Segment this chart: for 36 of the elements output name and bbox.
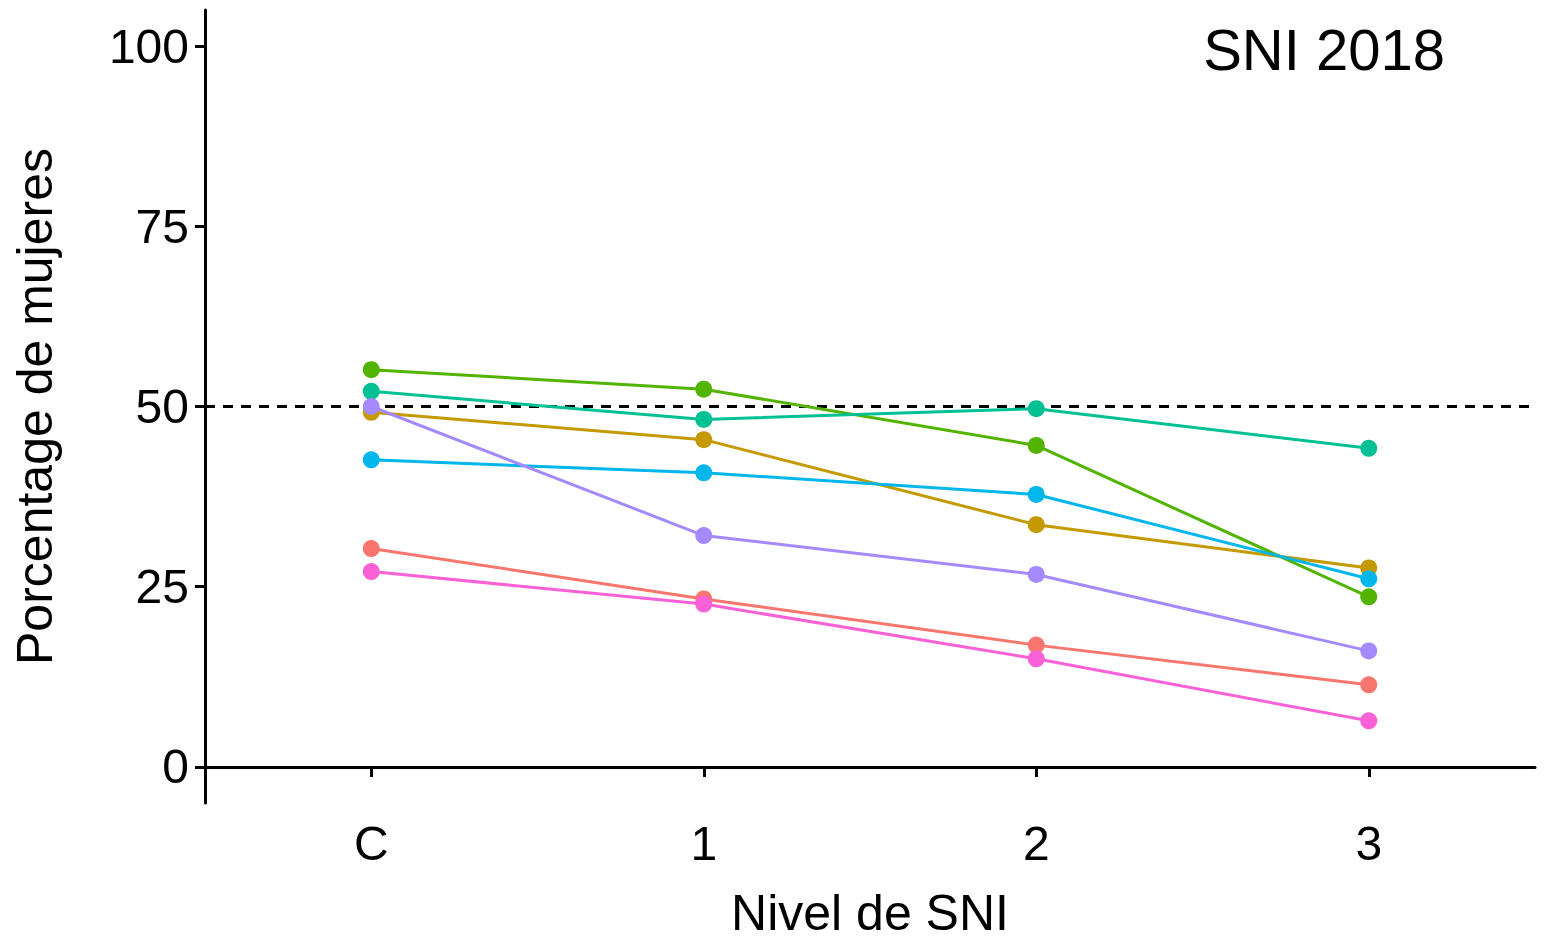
point [695, 464, 713, 482]
point [362, 382, 380, 400]
point [1027, 516, 1045, 534]
point [695, 380, 713, 398]
point [362, 451, 380, 469]
point [695, 527, 713, 545]
point [1360, 642, 1378, 660]
point [362, 540, 380, 558]
y-axis-title: Porcentage de mujeres [7, 148, 63, 665]
point [1360, 676, 1378, 694]
point [1360, 712, 1378, 730]
point [695, 410, 713, 428]
y-tick-label: 75 [135, 199, 189, 253]
y-tick-label: 100 [108, 19, 189, 73]
point [1027, 436, 1045, 454]
point [1027, 485, 1045, 503]
point [695, 431, 713, 449]
point [362, 563, 380, 581]
x-tick-label: 1 [690, 816, 718, 870]
x-tick-label: 2 [1022, 816, 1050, 870]
point [1027, 565, 1045, 583]
x-axis-title: Nivel de SNI [731, 885, 1009, 941]
point [695, 595, 713, 613]
point [1360, 570, 1378, 588]
point [362, 398, 380, 415]
y-tick-label: 0 [162, 740, 189, 794]
point [1360, 439, 1378, 457]
point [362, 361, 380, 379]
point [1027, 400, 1045, 418]
annotation: SNI 2018 [1203, 16, 1445, 82]
x-tick-label: 3 [1355, 816, 1383, 870]
point [1027, 650, 1045, 668]
point [1360, 588, 1378, 606]
y-tick-label: 50 [135, 380, 189, 433]
y-tick-label: 25 [135, 560, 189, 614]
x-tick-label: C [353, 816, 389, 870]
